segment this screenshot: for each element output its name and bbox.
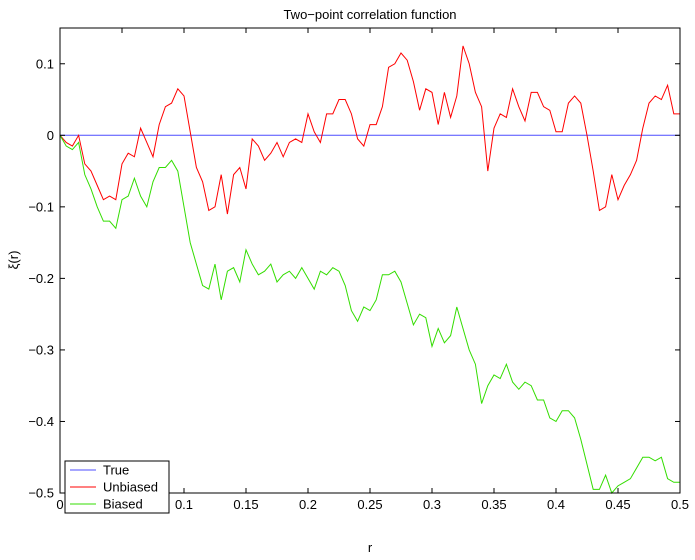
y-tick-label: 0.1: [36, 56, 54, 71]
x-tick-label: 0.2: [299, 497, 317, 512]
x-tick-label: 0.35: [481, 497, 506, 512]
y-axis-label: ξ(r): [6, 251, 21, 270]
y-tick-label: −0.1: [28, 199, 54, 214]
legend-label-unbiased: Unbiased: [103, 480, 158, 495]
x-tick-label: 0.25: [357, 497, 382, 512]
chart-title: Two−point correlation function: [283, 7, 456, 22]
x-tick-label: 0.4: [547, 497, 565, 512]
series-line-unbiased: [59, 45, 680, 215]
x-tick-label: 0.15: [233, 497, 258, 512]
y-tick-label: −0.3: [28, 342, 54, 357]
plot-background: [60, 28, 680, 493]
x-axis-label: r: [368, 540, 373, 555]
y-tick-label: −0.4: [28, 414, 54, 429]
legend-label-true: True: [103, 463, 129, 478]
x-tick-label: 0.1: [175, 497, 193, 512]
legend-label-biased: Biased: [103, 497, 143, 512]
x-tick-label: 0: [56, 497, 63, 512]
x-tick-label: 0.5: [671, 497, 689, 512]
y-tick-label: 0: [47, 128, 54, 143]
series-layer: [59, 45, 680, 494]
y-tick-label: −0.5: [28, 486, 54, 501]
y-tick-label: −0.2: [28, 271, 54, 286]
series-line-biased: [59, 135, 680, 494]
x-tick-label: 0.3: [423, 497, 441, 512]
legend: True Unbiased Biased: [64, 460, 170, 514]
x-tick-label: 0.45: [605, 497, 630, 512]
